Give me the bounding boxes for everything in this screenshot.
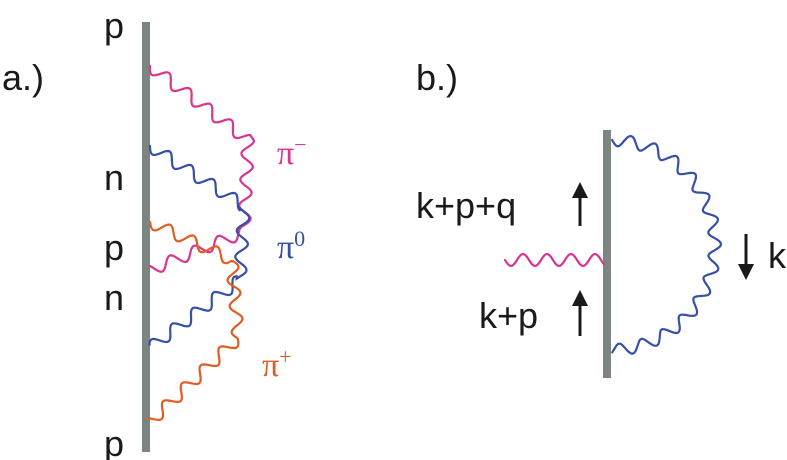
arrow-down-loop-icon [738,234,754,280]
nucleon-label-n-upper: n [104,157,124,198]
nucleon-label-p-bottom: p [104,423,124,460]
pi-zero-label: π0 [277,226,305,266]
arrow-up-top-icon [572,182,588,226]
pi-minus-label: π− [277,132,307,172]
nucleon-label-n-lower: n [104,277,124,318]
pi-zero-propagator [148,144,251,346]
pi-plus-propagator [146,220,244,422]
pi-plus-label: π+ [262,344,292,384]
momentum-label-top: k+p+q [416,185,516,226]
momentum-label-loop: k [768,235,787,276]
panel-a: a.) p n p n p π− π0 π+ [2,5,307,460]
panel-b: b.) k+p+q k+p k [416,57,787,378]
arrow-up-bottom-icon [572,290,588,336]
panel-a-label: a.) [2,57,44,98]
pi-minus-propagator [148,64,256,273]
panel-b-label: b.) [416,57,458,98]
nucleon-label-p-top: p [104,5,124,46]
external-photon-line [503,252,606,268]
loop-pion-propagator [611,134,723,355]
momentum-label-bottom: k+p [479,295,538,336]
nucleon-label-p-middle: p [104,227,124,268]
